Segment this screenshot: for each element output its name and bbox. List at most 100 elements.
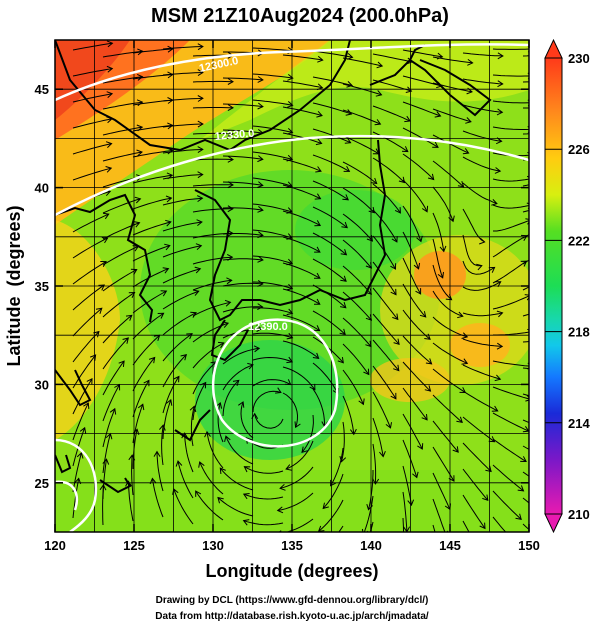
streamline-arrowhead xyxy=(159,424,166,431)
streamline xyxy=(162,174,203,180)
streamline xyxy=(252,281,293,290)
streamline xyxy=(432,56,473,64)
streamline xyxy=(312,102,352,115)
streamline-arrowhead xyxy=(312,352,320,360)
streamline xyxy=(372,157,405,183)
streamline-arrowhead xyxy=(128,454,136,461)
streamline xyxy=(222,364,254,391)
streamline xyxy=(192,322,229,343)
streamline-arrowhead xyxy=(118,360,125,367)
streamline-arrowhead xyxy=(440,558,446,564)
streamline-arrowhead xyxy=(242,493,250,500)
streamline-arrowhead xyxy=(452,446,459,453)
streamline xyxy=(162,72,203,76)
streamline-arrowhead xyxy=(415,288,422,295)
streamline-arrowhead xyxy=(393,338,400,346)
streamline-arrowhead xyxy=(245,437,253,444)
streamline-arrowhead xyxy=(461,332,469,339)
streamline-arrowhead xyxy=(375,90,383,97)
streamline-arrowhead xyxy=(359,554,364,560)
streamline-arrowhead xyxy=(247,362,254,370)
streamline-arrowhead xyxy=(432,141,439,148)
streamline-arrowhead xyxy=(284,379,292,386)
streamline xyxy=(192,256,233,265)
streamline xyxy=(432,472,451,510)
streamline-arrowhead xyxy=(315,166,322,173)
x-axis-ticks: 120 125 130 135 140 145 150 xyxy=(44,40,540,553)
streamline-arrowhead xyxy=(106,40,114,48)
streamline xyxy=(402,231,420,269)
streamline-arrowhead xyxy=(366,235,374,242)
streamline xyxy=(342,135,380,155)
streamline xyxy=(162,399,172,440)
streamline xyxy=(363,495,374,532)
colorbar-tick-label: 230 xyxy=(568,51,590,66)
streamline xyxy=(492,100,529,104)
streamline xyxy=(192,361,217,395)
streamline xyxy=(222,77,263,81)
streamline-arrowhead xyxy=(379,451,386,458)
streamline xyxy=(342,187,375,214)
streamline-arrowhead xyxy=(197,171,204,179)
streamline xyxy=(252,229,293,239)
streamline-arrowhead xyxy=(372,478,380,485)
streamline-arrowhead xyxy=(257,102,264,110)
streamline-arrowhead xyxy=(153,450,161,457)
streamline-arrowhead xyxy=(257,280,264,287)
streamline-arrowhead xyxy=(189,405,197,413)
streamline-arrowhead xyxy=(122,337,129,344)
streamline-arrowhead xyxy=(167,122,174,130)
streamline xyxy=(184,433,194,473)
streamline xyxy=(285,440,314,470)
streamline xyxy=(132,197,172,210)
streamline xyxy=(330,447,344,486)
streamline-arrowhead xyxy=(314,272,321,279)
streamline xyxy=(402,257,422,295)
streamline-arrowhead xyxy=(114,383,121,391)
streamline-arrowhead xyxy=(314,220,322,227)
x-tick-label: 145 xyxy=(439,538,461,553)
streamline-arrowhead xyxy=(165,219,172,227)
streamline xyxy=(285,518,314,532)
streamline xyxy=(372,183,401,214)
streamline xyxy=(318,499,344,532)
streamline-arrowhead xyxy=(343,165,351,172)
streamline-arrowhead xyxy=(316,83,324,91)
streamline xyxy=(252,307,293,314)
streamline xyxy=(72,452,82,493)
streamline-arrowhead xyxy=(344,137,352,144)
x-tick-label: 140 xyxy=(360,538,382,553)
streamline xyxy=(342,213,373,242)
colorbar-tick-label: 214 xyxy=(568,416,590,431)
streamline xyxy=(312,388,326,427)
streamline xyxy=(192,132,234,135)
streamline-arrowhead xyxy=(217,496,224,504)
streamline xyxy=(132,221,171,236)
streamline xyxy=(252,356,293,363)
streamline-arrowhead xyxy=(204,430,211,438)
streamline xyxy=(132,174,173,184)
streamline-arrowhead xyxy=(495,137,503,145)
x-tick-label: 125 xyxy=(123,538,145,553)
colorbar-bottom-arrow xyxy=(544,513,563,534)
streamline-arrowhead xyxy=(316,550,322,555)
streamline-arrowhead xyxy=(376,61,384,69)
streamline xyxy=(72,68,113,77)
streamline xyxy=(462,78,503,85)
streamline xyxy=(192,184,234,187)
streamline xyxy=(342,239,372,269)
streamline xyxy=(462,338,503,347)
streamline-arrowhead xyxy=(76,451,84,459)
streamline xyxy=(222,282,263,287)
warm-spot-east xyxy=(414,251,466,299)
streamline xyxy=(173,488,194,525)
streamline-arrowhead xyxy=(101,237,109,244)
streamline xyxy=(432,264,452,301)
streamline-arrowhead xyxy=(197,120,204,128)
streamline-arrowhead xyxy=(419,311,427,318)
streamline-arrowhead xyxy=(448,215,455,223)
streamline xyxy=(462,442,492,472)
streamline xyxy=(162,290,199,310)
streamline xyxy=(219,467,254,491)
colorbar-tick-label: 210 xyxy=(568,507,590,522)
